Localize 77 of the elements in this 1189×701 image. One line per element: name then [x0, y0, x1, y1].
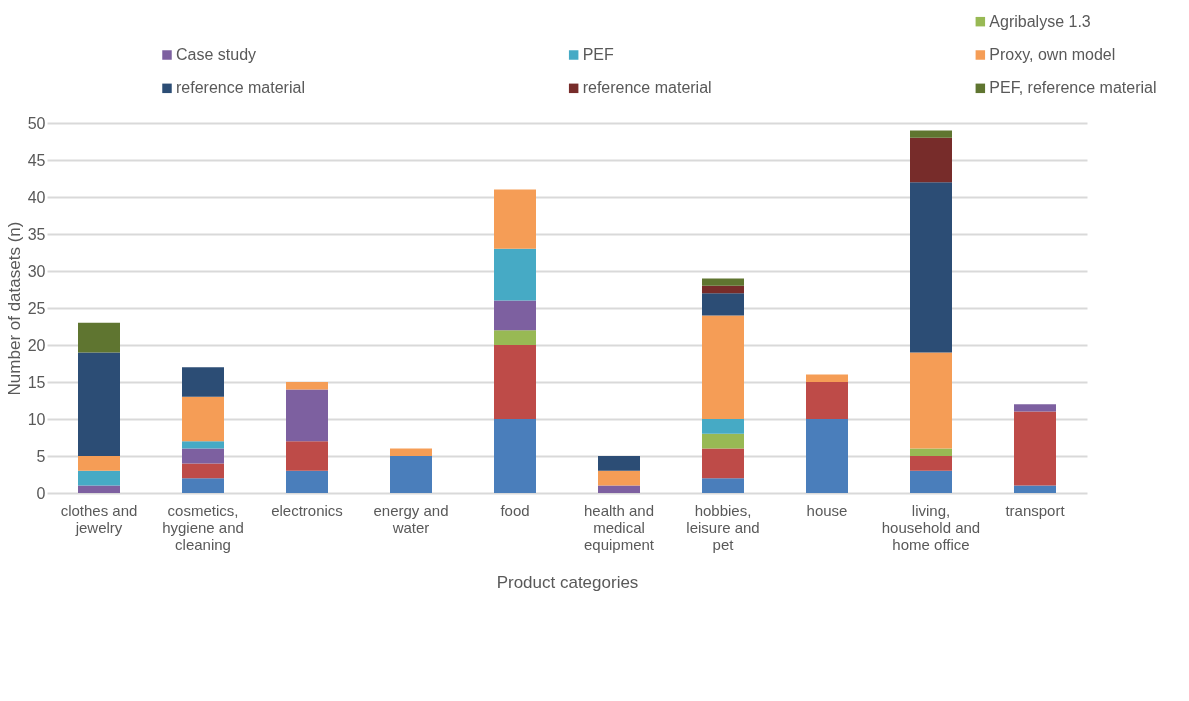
y-tick-label: 0 [36, 484, 46, 502]
bar [1014, 404, 1056, 412]
bar [806, 419, 848, 493]
bar [702, 293, 744, 316]
bar [806, 382, 848, 419]
y-tick-label: 20 [27, 336, 46, 354]
y-tick-label: 50 [27, 114, 46, 132]
bar [494, 419, 536, 493]
bar [598, 456, 640, 471]
bar [910, 470, 952, 493]
legend-label: Proxy, own model [989, 46, 1116, 63]
bar [494, 248, 536, 301]
x-tick-label: clothes and jewelry [60, 501, 138, 536]
bar [910, 130, 952, 138]
bar [702, 448, 744, 479]
x-tick-label: hobbies, leisure and pet [686, 501, 760, 553]
y-tick-label: 30 [27, 262, 46, 280]
y-tick-label: 15 [27, 373, 46, 391]
y-tick-label: 25 [27, 299, 46, 317]
bar [910, 448, 952, 456]
legend-label: Agribalyse 1.3 [989, 12, 1091, 30]
bar [78, 322, 120, 353]
bar [702, 315, 744, 419]
x-tick-label: electronics [271, 501, 343, 519]
bar [910, 352, 952, 449]
x-tick-label: living, household and home office [881, 501, 981, 553]
y-tick-label: 35 [27, 225, 46, 243]
bar [286, 382, 328, 390]
bar [1014, 485, 1056, 493]
y-tick-label: 45 [27, 151, 46, 169]
bar [910, 182, 952, 353]
y-tick-label: 10 [27, 410, 46, 428]
bar [286, 441, 328, 471]
bar [390, 448, 432, 456]
bar [182, 396, 224, 442]
bar [390, 456, 432, 493]
x-tick-label: food [500, 501, 530, 519]
x-tick-label: health and medical equipment [583, 501, 655, 553]
y-tick-label: 5 [36, 447, 46, 465]
bar [78, 352, 120, 456]
bar [78, 470, 120, 486]
x-axis-title: Product categories [496, 572, 639, 592]
x-tick-label: transport [1005, 501, 1066, 519]
x-tick-label: energy and water [373, 501, 449, 536]
bar [598, 485, 640, 493]
legend-label: reference material [176, 79, 305, 97]
x-tick-label: house [806, 501, 848, 519]
bar [494, 345, 536, 419]
legend-label: reference material [582, 79, 712, 97]
bar [78, 485, 120, 493]
x-tick-label: cosmetics, hygiene and cleaning [162, 501, 244, 553]
bar [78, 456, 120, 471]
legend-label: PEF [582, 46, 615, 63]
bar [182, 463, 224, 479]
bar [494, 189, 536, 249]
bar [702, 478, 744, 493]
bar [702, 419, 744, 434]
bar [182, 441, 224, 449]
bar [910, 137, 952, 183]
bar [286, 389, 328, 442]
y-tick-label: 40 [27, 188, 46, 206]
bar [702, 433, 744, 449]
bar [182, 367, 224, 397]
bar [182, 478, 224, 493]
y-axis-title: Number of datasets (n) [4, 221, 24, 396]
bar [286, 470, 328, 493]
bar [1014, 411, 1056, 486]
legend-label: Case study [176, 46, 257, 63]
bar [494, 330, 536, 345]
bar [806, 374, 848, 382]
bar [598, 470, 640, 486]
bar [702, 285, 744, 294]
legend-label: PEF, reference material [989, 79, 1157, 97]
bar [910, 456, 952, 471]
bar [182, 448, 224, 464]
bar [702, 278, 744, 286]
bar [494, 300, 536, 331]
